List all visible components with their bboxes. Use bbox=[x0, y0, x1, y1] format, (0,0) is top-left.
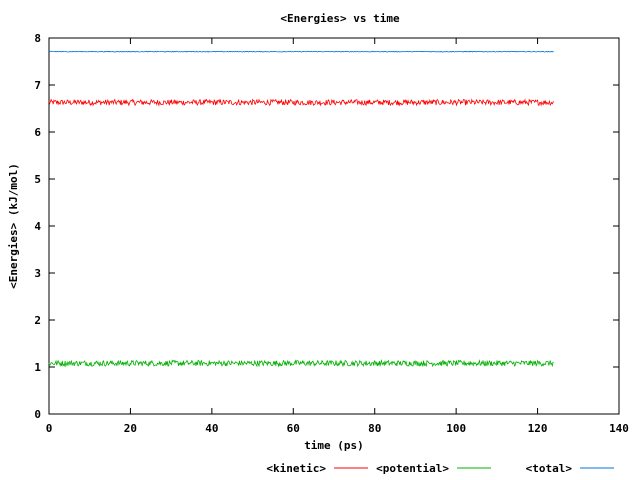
x-tick-label: 60 bbox=[287, 422, 300, 435]
y-tick-label: 2 bbox=[34, 314, 41, 327]
x-tick-label: 0 bbox=[46, 422, 53, 435]
y-tick-label: 6 bbox=[34, 126, 41, 139]
x-axis: 0 20 40 60 80 100 120 140 bbox=[46, 38, 629, 435]
y-tick-label: 7 bbox=[34, 79, 41, 92]
y-tick-label: 5 bbox=[34, 173, 41, 186]
chart-title: <Energies> vs time bbox=[280, 12, 400, 25]
series-line-1 bbox=[48, 359, 554, 368]
plot-frame bbox=[48, 37, 620, 415]
x-tick-label: 140 bbox=[609, 422, 629, 435]
x-tick-label: 120 bbox=[528, 422, 548, 435]
x-tick-label: 40 bbox=[205, 422, 218, 435]
y-tick-label: 0 bbox=[34, 408, 41, 421]
y-tick-label: 4 bbox=[34, 220, 41, 233]
y-tick-label: 3 bbox=[34, 267, 41, 280]
y-axis-label: <Energies> (kJ/mol) bbox=[7, 163, 20, 289]
x-tick-label: 100 bbox=[446, 422, 466, 435]
legend-label: <kinetic> bbox=[266, 462, 326, 475]
y-axis: 0 1 2 3 4 5 6 7 8 bbox=[34, 32, 619, 421]
x-axis-label: time (ps) bbox=[304, 439, 364, 452]
y-tick-label: 8 bbox=[34, 32, 41, 45]
series-line-0 bbox=[48, 98, 555, 107]
y-tick-label: 1 bbox=[34, 361, 41, 374]
legend-label: <potential> bbox=[376, 462, 449, 475]
series-lines bbox=[48, 50, 555, 368]
legend-label: <total> bbox=[526, 462, 573, 475]
x-tick-label: 20 bbox=[124, 422, 137, 435]
series-line-2 bbox=[48, 50, 554, 53]
x-tick-label: 80 bbox=[368, 422, 381, 435]
legend: <kinetic> <potential> <total> bbox=[266, 462, 614, 475]
